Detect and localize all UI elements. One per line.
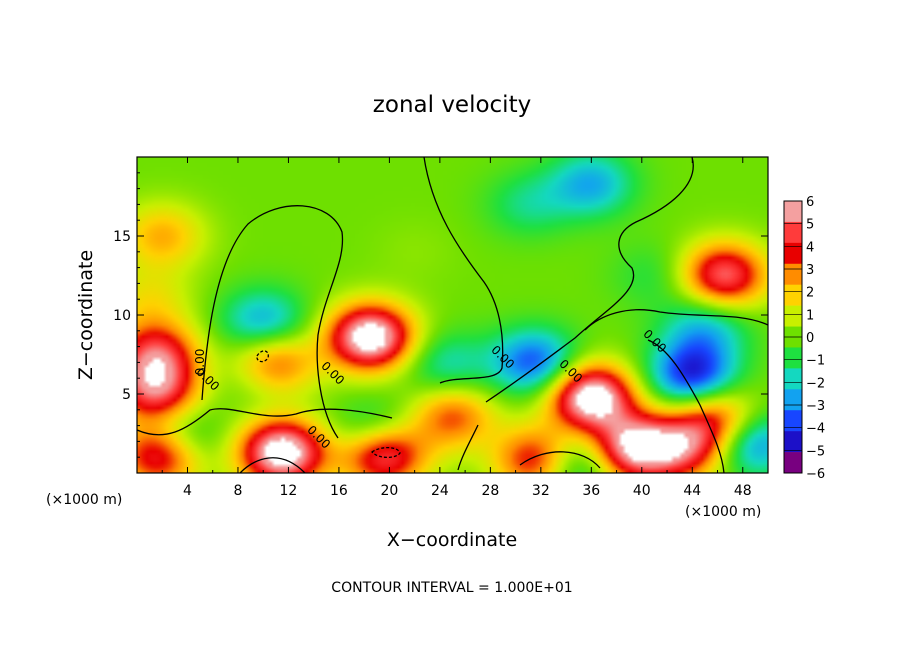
- contour-line: [647, 339, 725, 473]
- x-axis: 4 8 12 16 20 24 28 32 36 40 44 48: [161, 157, 752, 499]
- colorbar-swatch: [784, 263, 802, 285]
- colorbar-label: −3: [806, 399, 825, 414]
- y-tick-label: 5: [122, 387, 131, 403]
- contour-lines: [137, 157, 768, 473]
- x-tick-label: 44: [683, 483, 701, 499]
- x-tick-label: 48: [734, 483, 752, 499]
- x-tick-label: 16: [330, 483, 348, 499]
- colorbar-swatch: [784, 201, 802, 223]
- colorbar-label: −4: [806, 422, 825, 437]
- contour-line: [519, 451, 601, 469]
- x-tick-label: 32: [532, 483, 550, 499]
- y-tick-label: 15: [113, 229, 131, 245]
- colorbar-label: 1: [806, 308, 814, 323]
- contour-line: [239, 457, 306, 473]
- contour-line: [457, 424, 479, 471]
- x-tick-label: 4: [183, 483, 192, 499]
- x-tick-label: 12: [280, 483, 298, 499]
- x-tick-label: 8: [233, 483, 242, 499]
- colorbar-swatch: [784, 389, 802, 411]
- colorbar-swatch: [784, 347, 802, 369]
- colorbar-label: 0: [806, 331, 814, 346]
- colorbar-label: 4: [806, 240, 814, 255]
- contour-label: 0.00: [193, 349, 207, 376]
- x-axis-label: X−coordinate: [387, 529, 517, 551]
- contour-line: [423, 157, 504, 384]
- colorbar-swatch: [784, 305, 802, 327]
- y-axis: 5 10 15: [113, 172, 768, 458]
- contour-line: [485, 157, 694, 403]
- colorbar-swatch: [784, 284, 802, 306]
- colorbar-label: −1: [806, 354, 825, 369]
- velocity-field: [137, 157, 768, 473]
- y-tick-label: 10: [113, 308, 131, 324]
- colorbar-label: −5: [806, 444, 825, 459]
- colorbar-swatch: [784, 431, 802, 453]
- x-tick-label: 28: [481, 483, 499, 499]
- colorbar-swatch: [784, 410, 802, 432]
- colorbar-label: 5: [806, 218, 814, 233]
- colorbar-swatch: [784, 368, 802, 390]
- chart-title: zonal velocity: [373, 92, 531, 118]
- colorbar-label: 3: [806, 263, 814, 278]
- contour-line: [137, 408, 393, 436]
- colorbar-label: 2: [806, 286, 814, 301]
- x-unit-label-right: (×1000 m): [685, 504, 761, 520]
- x-tick-label: 36: [582, 483, 600, 499]
- colorbar: 6 5 4 3 2 1 0 −1 −2 −3 −4 −5 −6: [783, 195, 825, 482]
- plot-area: 0.00 0.000.000.00 0.000.000.00 4 8 12 16 20 24 2…: [113, 156, 769, 499]
- x-tick-label: 24: [431, 483, 449, 499]
- x-tick-label: 20: [380, 483, 398, 499]
- contour-line: [256, 350, 269, 363]
- contour-interval-note: CONTOUR INTERVAL = 1.000E+01: [331, 580, 572, 596]
- contour-line: [584, 309, 768, 331]
- x-unit-label-left: (×1000 m): [46, 492, 122, 508]
- contour-line: [201, 205, 344, 439]
- colorbar-label: −2: [806, 376, 825, 391]
- contour-line: [371, 446, 401, 459]
- colorbar-swatch: [784, 452, 802, 474]
- y-axis-label: Z−coordinate: [75, 250, 97, 380]
- colorbar-swatch: [784, 221, 802, 244]
- x-tick-label: 40: [633, 483, 651, 499]
- colorbar-label: 6: [806, 195, 814, 210]
- colorbar-label: −6: [806, 467, 825, 482]
- colorbar-swatch: [784, 242, 802, 265]
